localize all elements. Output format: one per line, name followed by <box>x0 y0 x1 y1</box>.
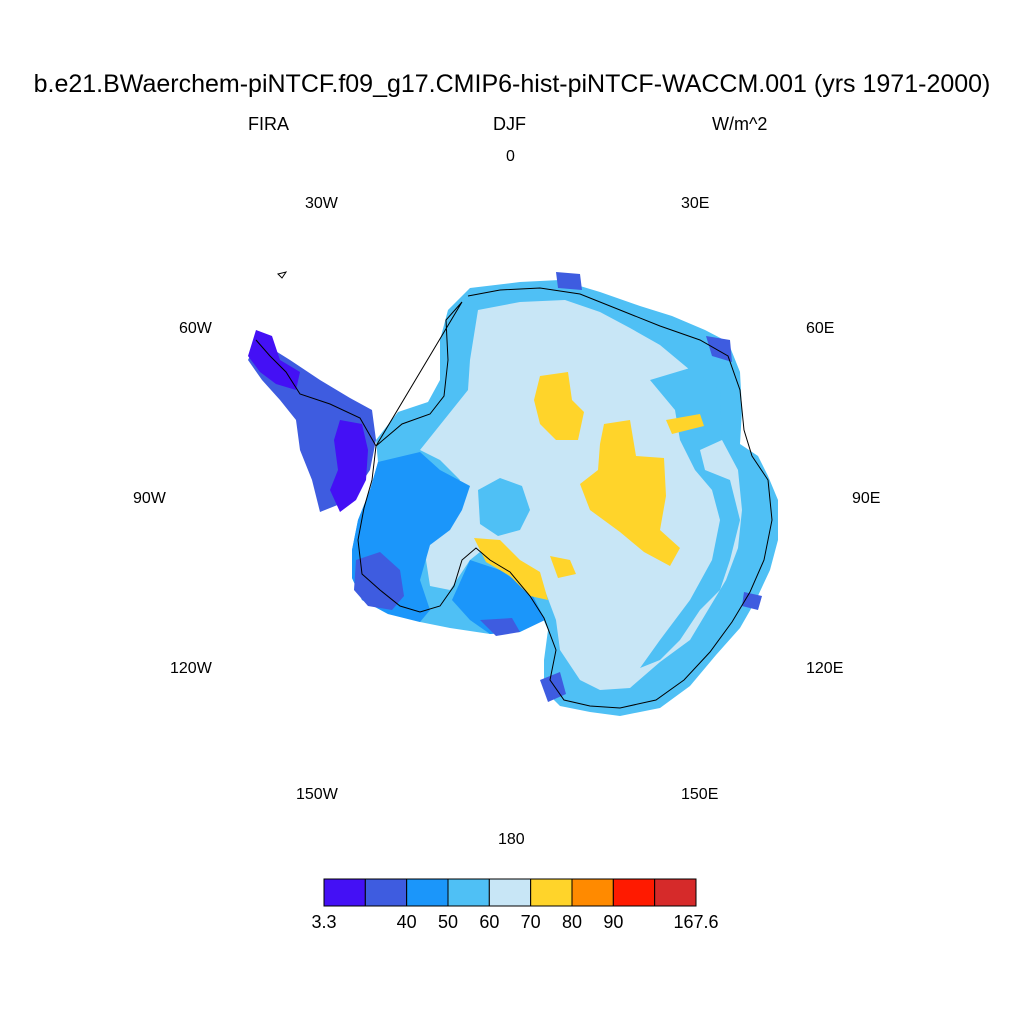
lon-label-150w: 150W <box>296 786 338 803</box>
coastline <box>255 271 773 709</box>
region-plateau-70-80-b <box>580 420 680 566</box>
region-ross-50 <box>452 560 545 634</box>
season-label: DJF <box>493 114 526 134</box>
region-ross-70-80 <box>474 538 548 600</box>
lon-label-60e: 60E <box>806 320 835 337</box>
coastline-islands <box>277 271 288 279</box>
colorbar-tick-label: 40 <box>396 912 417 932</box>
region-south-pole-50 <box>478 478 530 536</box>
colorbar-tick-label: 60 <box>479 912 500 932</box>
region-coast-40-50-c <box>540 672 566 702</box>
lon-label-90e: 90E <box>852 490 881 507</box>
region-coast-40-50-b <box>480 618 520 636</box>
region-plateau-70-80-a <box>534 372 584 440</box>
lon-label-30w: 30W <box>305 195 338 212</box>
colorbar-tick-label: 80 <box>561 912 583 932</box>
lon-label-0: 0 <box>506 148 515 165</box>
plot-title: b.e21.BWaerchem-piNTCF.f09_g17.CMIP6-his… <box>33 70 991 98</box>
colorbar-tick-label: 70 <box>520 912 541 932</box>
region-coast-40-50-e <box>556 272 582 290</box>
lon-label-120e: 120E <box>806 660 844 677</box>
region-east-coast-50 <box>640 368 740 668</box>
region-interior-60-70 <box>420 300 742 690</box>
lon-label-30e: 30E <box>681 195 710 212</box>
continent-field <box>248 272 778 716</box>
lon-label-180: 180 <box>498 831 525 848</box>
coastline-main <box>255 287 773 709</box>
region-plateau-70-80-c <box>666 414 704 434</box>
colorbar-tick-label: 50 <box>437 912 459 932</box>
region-ross-70-80-b <box>550 556 576 578</box>
region-coast-40-50-a <box>354 552 404 610</box>
variable-label: FIRA <box>248 114 290 134</box>
lon-label-90w: 90W <box>133 490 166 507</box>
lon-label-150e: 150E <box>681 786 719 803</box>
lon-label-60w: 60W <box>179 320 212 337</box>
units-label: W/m^2 <box>712 114 768 134</box>
lon-label-120w: 120W <box>170 660 212 677</box>
colorbar-tick-label: 90 <box>603 912 624 932</box>
region-peninsula-under-40-b <box>330 420 368 512</box>
colorbar-tick-label: 3.3 <box>311 912 337 932</box>
colorbar-tick-label: 167.6 <box>673 912 719 932</box>
region-coast-40-50-d <box>706 336 732 362</box>
